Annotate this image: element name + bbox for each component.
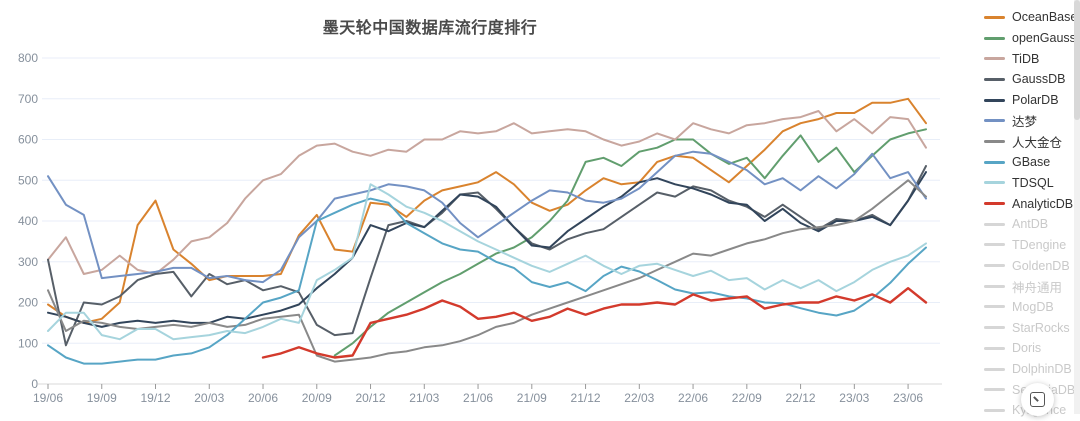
legend-swatch	[984, 264, 1005, 268]
legend-item-MogDB[interactable]: MogDB	[984, 297, 1076, 318]
legend-label: TDSQL	[1012, 175, 1054, 190]
x-axis-label: 20/03	[194, 391, 224, 405]
scrollbar[interactable]	[1074, 0, 1080, 414]
legend-item-AntDB[interactable]: AntDB	[984, 214, 1076, 235]
legend-swatch	[984, 305, 1005, 309]
x-axis-label: 21/03	[409, 391, 439, 405]
legend-swatch	[984, 408, 1005, 412]
legend-item-DolphinDB[interactable]: DolphinDB	[984, 359, 1076, 380]
legend-swatch	[984, 284, 1005, 288]
legend-item-PolarDB[interactable]: PolarDB	[984, 90, 1076, 111]
y-axis-label: 800	[18, 51, 38, 65]
x-axis-label: 20/12	[356, 391, 386, 405]
legend-item-OceanBase[interactable]: OceanBase	[984, 7, 1078, 28]
legend-swatch	[984, 222, 1005, 226]
legend-item-神舟通用[interactable]: 神舟通用	[984, 276, 1076, 297]
legend-item-GaussDB[interactable]: GaussDB	[984, 69, 1076, 90]
series-line-人大金仓	[47, 179, 927, 363]
legend-label: openGauss	[1012, 31, 1076, 46]
legend-label: GoldenDB	[1012, 258, 1070, 273]
legend-swatch	[984, 98, 1005, 102]
legend-swatch	[984, 77, 1005, 81]
legend-item-TiDB[interactable]: TiDB	[984, 48, 1076, 69]
x-axis-label: 20/09	[302, 391, 332, 405]
legend-label: GaussDB	[1012, 72, 1066, 87]
series-line-TiDB	[47, 110, 927, 275]
y-axis-label: 500	[18, 173, 38, 187]
series-line-PolarDB	[47, 171, 927, 328]
x-axis-label: 22/06	[678, 391, 708, 405]
x-axis-label: 19/12	[140, 391, 170, 405]
y-axis-label: 700	[18, 92, 38, 106]
legend-label: AntDB	[1012, 217, 1049, 232]
legend-item-Doris[interactable]: Doris	[984, 338, 1076, 359]
legend-label: 人大金仓	[1012, 135, 1063, 150]
x-axis-label: 19/09	[87, 391, 117, 405]
legend-label: AnalyticDB	[1012, 196, 1074, 211]
x-axis-label: 22/03	[624, 391, 654, 405]
y-axis-label: 300	[18, 255, 38, 269]
legend-item-StarRocks[interactable]: StarRocks	[984, 317, 1076, 338]
legend-swatch	[984, 119, 1005, 123]
legend-label: PolarDB	[1012, 93, 1059, 108]
legend-item-TDengine[interactable]: TDengine	[984, 235, 1076, 256]
feedback-button[interactable]	[1021, 383, 1054, 416]
legend-label: GBase	[1012, 155, 1051, 170]
series-line-OceanBase	[47, 97, 927, 324]
legend-label: 达梦	[1012, 115, 1038, 130]
x-axis-label: 22/09	[732, 391, 762, 405]
x-axis-label: 21/12	[571, 391, 601, 405]
y-axis-label: 0	[31, 377, 38, 391]
legend-swatch	[984, 160, 1005, 164]
legend-swatch	[984, 326, 1005, 330]
legend-item-GoldenDB[interactable]: GoldenDB	[984, 255, 1076, 276]
legend-label: DolphinDB	[1012, 362, 1072, 377]
legend-label: 神舟通用	[1012, 280, 1063, 295]
legend-swatch	[984, 388, 1005, 392]
series-line-达梦	[47, 150, 927, 284]
legend-swatch	[984, 36, 1005, 40]
legend-label: TiDB	[1012, 51, 1040, 66]
legend-swatch	[984, 181, 1005, 185]
scrollbar-thumb[interactable]	[1074, 0, 1080, 120]
legend-item-GBase[interactable]: GBase	[984, 152, 1076, 173]
legend-swatch	[984, 57, 1005, 61]
legend-item-openGauss[interactable]: openGauss	[984, 28, 1076, 49]
series-line-AnalyticDB	[261, 287, 928, 359]
legend-swatch	[984, 346, 1005, 350]
legend-swatch	[984, 202, 1005, 206]
y-axis-label: 100	[18, 336, 38, 350]
legend-item-TDSQL[interactable]: TDSQL	[984, 173, 1076, 194]
series-line-openGauss	[333, 128, 927, 357]
legend: OceanBase openGauss TiDB GaussDB PolarDB 达梦人大…	[984, 7, 1078, 421]
series-line-TDSQL	[47, 183, 927, 341]
series-line-GBase	[47, 197, 927, 365]
legend-item-人大金仓[interactable]: 人大金仓	[984, 131, 1076, 152]
legend-label: MogDB	[1012, 299, 1054, 314]
legend-swatch	[984, 367, 1005, 371]
legend-label: Doris	[1012, 341, 1042, 356]
x-axis-label: 23/06	[893, 391, 923, 405]
x-axis-label: 23/03	[839, 391, 869, 405]
y-axis-label: 600	[18, 133, 38, 147]
x-axis-label: 21/09	[517, 391, 547, 405]
legend-label: StarRocks	[1012, 320, 1070, 335]
y-axis-label: 200	[18, 296, 38, 310]
legend-item-达梦[interactable]: 达梦	[984, 110, 1076, 131]
legend-swatch	[984, 15, 1005, 19]
line-chart-canvas[interactable]: 0 100 200 300 400 500 600 700 800 19/06 19/09 19/12…	[0, 0, 960, 414]
x-axis-label: 22/12	[786, 391, 816, 405]
legend-label: TDengine	[1012, 237, 1067, 252]
chart-title: 墨天轮中国数据库流行度排行	[322, 20, 538, 37]
legend-item-AnalyticDB[interactable]: AnalyticDB	[984, 193, 1076, 214]
legend-swatch	[984, 139, 1005, 143]
x-axis-label: 20/06	[248, 391, 278, 405]
legend-label: OceanBase	[1012, 10, 1078, 25]
legend-swatch	[984, 243, 1005, 247]
x-axis-label: 19/06	[33, 391, 63, 405]
x-axis-label: 21/06	[463, 391, 493, 405]
survey-icon	[1030, 392, 1045, 407]
y-axis-label: 400	[18, 214, 38, 228]
